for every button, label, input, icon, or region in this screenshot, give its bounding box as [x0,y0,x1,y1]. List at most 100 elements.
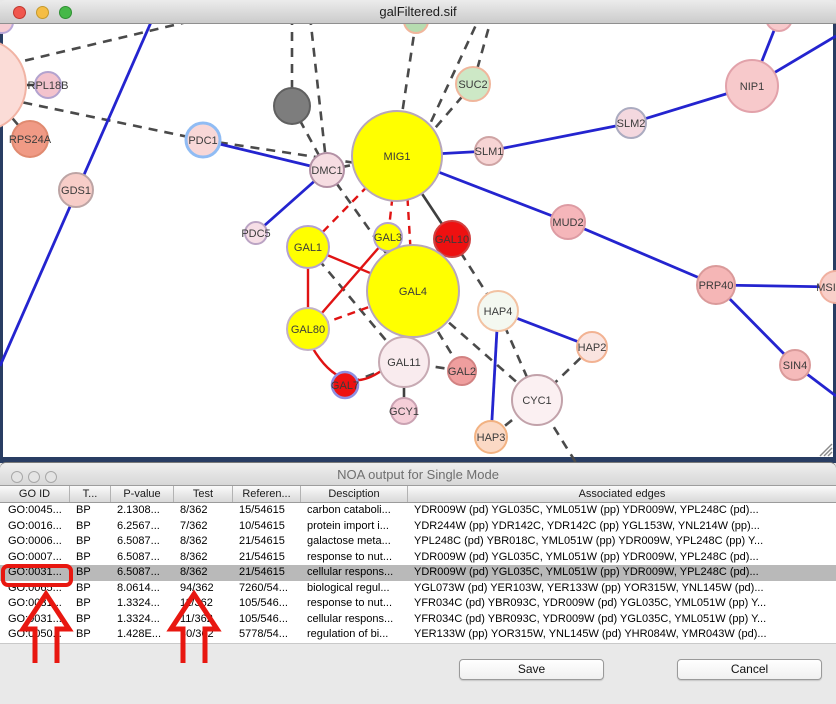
gray-unlabeled-node[interactable] [273,87,311,125]
column-header-p-value[interactable]: P-value [111,486,174,502]
table-cell: carbon cataboli... [307,504,391,516]
node-label-GDS1: GDS1 [61,185,91,197]
table-row[interactable]: GO:0065... BP 8.0614... 94/362 7260/54... bio… [0,581,836,597]
table-cell: 105/546... [239,612,288,625]
table-cell: 7260/54... [239,581,288,594]
table-cell: 6.5087... [117,566,160,578]
table-cell: 2.1308... [117,504,160,516]
large-unlabeled-node[interactable] [0,39,27,131]
table-cell: 1.3324... [117,597,160,609]
table-cell: 7/362 [180,519,208,532]
table-cell: 6.2567... [117,519,160,532]
node-SLM1[interactable] [474,136,504,166]
node-CYC1[interactable] [511,374,563,426]
table-cell: 21/54615 [239,550,285,563]
node-GDS1[interactable] [58,172,94,208]
noa-window-titlebar: NOA output for Single Mode [0,463,836,486]
node-PRP40[interactable] [696,265,736,305]
table-cell: YDR244W (pp) YDR142C, YDR142C (pp) YGL15… [414,519,760,532]
node-GCY1[interactable] [390,397,418,425]
resize-grip[interactable] [819,443,833,457]
clipped-topright-node[interactable] [766,24,792,32]
table-row[interactable]: GO:0045... BP 2.1308... 8/362 15/54615 carbon… [0,503,836,519]
table-cell: response to nut... [307,550,392,563]
node-GAL2[interactable] [447,356,477,386]
table-cell: 8.0614... [117,581,160,594]
noa-output-window: NOA output for Single Mode GO ID T... P-va… [0,463,836,704]
node-GAL3[interactable] [373,222,403,252]
node-RPS24A[interactable] [11,120,49,158]
node-SUC2[interactable] [455,66,491,102]
table-row[interactable]: GO:0031... BP 1.3324... 11/362 105/546... cel… [0,612,836,628]
close-button[interactable] [11,471,23,483]
close-button[interactable] [13,6,26,19]
node-MUD2[interactable] [550,204,586,240]
table-cell: YDR009W (pd) YGL035C, YML051W (pp) YDR00… [414,504,759,516]
node-label-HAP2: HAP2 [578,342,607,354]
node-GAL4[interactable] [366,244,460,338]
table-cell: BP [76,597,91,609]
table-row[interactable]: GO:0031... BP 1.3324... 11/362 105/546... res… [0,596,836,612]
node-GAL1[interactable] [286,225,330,269]
column-header-go-id[interactable]: GO ID [0,486,70,502]
network-canvas[interactable]: RPL18B RPS24A GDS1 PDC1 DMC1 PDC5 MIG1 SUC2 SLM1… [0,24,836,463]
table-cell: 6.5087... [117,550,160,563]
zoom-button[interactable] [59,6,72,19]
minimize-button[interactable] [36,6,49,19]
node-GAL80[interactable] [286,307,330,351]
node-SIN4[interactable] [779,349,811,381]
table-row[interactable]: GO:0006... BP 6.5087... 8/362 21/54615 galact… [0,534,836,550]
node-MIG1[interactable] [351,110,443,202]
table-cell: GO:0031... [8,597,62,609]
table-cell: cellular respons... [307,612,394,625]
column-header-test[interactable]: Test [174,486,233,502]
table-cell: 21/54615 [239,535,285,547]
node-HAP2[interactable] [576,331,608,363]
node-SLM2[interactable] [615,107,647,139]
table-row[interactable]: GO:0031... BP 6.5087... 8/362 21/54615 cellul… [0,565,836,581]
graph-edge [325,169,415,292]
node-RPL18B[interactable] [34,71,62,99]
table-row[interactable]: GO:0016... BP 6.2567... 7/362 10/54615 protei… [0,519,836,535]
table-cell: GO:0031... [8,566,62,578]
node-label-MUD2: MUD2 [552,217,583,229]
node-GAL7[interactable] [330,370,360,400]
save-button[interactable]: Save [459,659,604,680]
table-cell: BP [76,566,91,578]
clipped-corner-node[interactable] [0,24,14,34]
node-DMC1[interactable] [309,152,345,188]
node-PDC1[interactable] [184,121,222,159]
node-GAL10[interactable] [433,220,471,258]
table-cell: 8/362 [180,535,208,547]
node-label-GAL80: GAL80 [291,324,325,336]
graph-edge [290,105,329,171]
clipped-green-node[interactable] [403,24,429,34]
column-header-t-[interactable]: T... [70,486,111,502]
table-row[interactable]: GO:0007... BP 6.5087... 8/362 21/54615 respon… [0,550,836,566]
nodes-layer: RPL18B RPS24A GDS1 PDC1 DMC1 PDC5 MIG1 SUC2 SLM1… [0,24,836,454]
table-cell: cellular respons... [307,566,394,578]
table-row[interactable]: GO:0050... BP 1.428E... 80/362 5778/54... reg… [0,627,836,643]
node-GAL11[interactable] [378,336,430,388]
node-PDC5[interactable] [244,221,268,245]
table-cell: BP [76,519,91,532]
zoom-button[interactable] [45,471,57,483]
table-cell: 105/546... [239,597,288,609]
node-NIP1[interactable] [725,59,779,113]
cancel-button[interactable]: Cancel [677,659,822,680]
graph-background [3,24,833,457]
column-header-associated-edges[interactable]: Associated edges [578,488,666,500]
network-window-titlebar: galFiltered.sif [0,0,836,24]
table-cell: galactose meta... [307,535,391,547]
graph-edge [412,290,538,401]
minimize-button[interactable] [28,471,40,483]
table-cell: 8/362 [180,566,208,578]
node-HAP3[interactable] [474,420,508,454]
node-HAP4[interactable] [477,290,519,332]
node-MSI[interactable] [819,270,836,304]
column-header-referen-[interactable]: Referen... [233,486,301,502]
column-header-desciption[interactable]: Desciption [301,486,408,502]
graph-edge [489,310,500,438]
node-label-RPS24A: RPS24A [9,134,52,146]
